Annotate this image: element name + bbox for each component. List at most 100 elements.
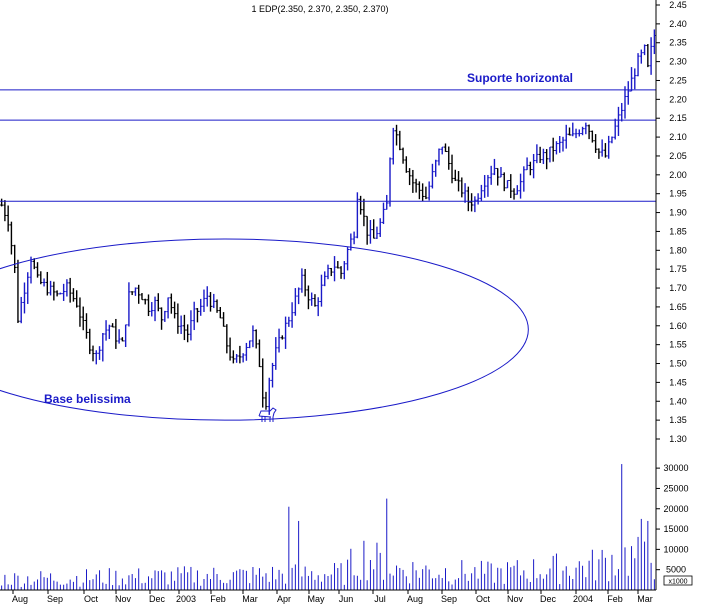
price-tick-label: 1.75 (669, 264, 687, 274)
month-tick-label: Dec (149, 594, 166, 604)
price-tick-label: 1.80 (669, 245, 687, 255)
price-bar (391, 127, 395, 165)
price-tick-label: 1.95 (669, 189, 687, 199)
price-tick-label: 1.30 (669, 434, 687, 444)
price-tick-label: 1.35 (669, 415, 687, 425)
price-tick-label: 1.40 (669, 396, 687, 406)
price-bar (300, 268, 304, 293)
price-bar (630, 67, 634, 92)
price-bar (65, 279, 69, 297)
price-bar (636, 53, 640, 77)
price-bar (267, 377, 271, 415)
price-bar (55, 290, 59, 297)
price-bar (58, 292, 62, 295)
price-bar (156, 293, 160, 312)
price-tick-label: 2.05 (669, 151, 687, 161)
price-bar (3, 200, 7, 222)
price-bar (254, 329, 258, 349)
price-bar (78, 297, 82, 327)
price-bar (434, 159, 438, 177)
price-tick-label: 2.15 (669, 113, 687, 123)
price-bar (146, 294, 150, 317)
price-bar (195, 308, 199, 323)
price-bar (62, 283, 66, 301)
price-bar (182, 314, 186, 341)
volume-unit-label: x1000 (668, 579, 687, 586)
price-bar (626, 81, 630, 105)
price-bar (421, 183, 425, 202)
price-bar (114, 318, 118, 349)
price-bar (551, 137, 555, 162)
month-tick-label: Apr (277, 594, 291, 604)
price-bar (623, 86, 627, 119)
price-tick-label: 2.00 (669, 170, 687, 180)
price-bar (32, 258, 36, 270)
price-bar (160, 307, 164, 330)
price-bar (290, 302, 294, 328)
price-bar (440, 146, 444, 155)
price-bar (257, 339, 261, 368)
price-bar (339, 266, 343, 279)
month-tick-label: May (307, 594, 325, 604)
price-bar (52, 281, 56, 301)
annotations: Suporte horizontal Base belissima (0, 71, 656, 422)
price-bar (319, 274, 323, 307)
price-bar (473, 196, 477, 213)
month-tick-label: Jun (339, 594, 354, 604)
price-bar (414, 178, 418, 193)
price-bar (453, 169, 457, 182)
price-bar (0, 198, 4, 207)
price-bar (235, 353, 239, 363)
price-bar (297, 287, 301, 305)
price-bar (600, 139, 604, 157)
price-bar (323, 271, 327, 287)
price-bar (388, 157, 392, 207)
price-bar (280, 335, 284, 340)
price-bar (287, 316, 291, 327)
price-bar (424, 186, 428, 200)
price-bar (620, 102, 624, 122)
bull-icon (258, 407, 277, 422)
price-bar (124, 324, 128, 347)
price-bar (6, 205, 10, 232)
price-bar (153, 296, 157, 322)
month-tick-label: 2003 (176, 594, 196, 604)
price-bar (554, 141, 558, 155)
price-bar (375, 226, 379, 239)
price-tick-label: 2.45 (669, 0, 687, 10)
price-bar (222, 312, 226, 327)
price-bar (522, 166, 526, 192)
price-bar (486, 174, 490, 197)
price-bar (535, 144, 539, 164)
price-bar (437, 148, 441, 166)
volume-bars (1, 464, 655, 590)
price-tick-label: 1.85 (669, 226, 687, 236)
price-bar (166, 297, 170, 319)
price-bar (427, 181, 431, 201)
price-bar (460, 177, 464, 198)
price-bar (349, 233, 353, 251)
price-bar (107, 324, 111, 340)
price-bar (381, 202, 385, 225)
price-bar (532, 153, 536, 179)
price-bar (173, 301, 177, 319)
price-bar (303, 268, 307, 297)
price-bar (81, 306, 85, 331)
price-bar (479, 184, 483, 202)
price-bar (313, 294, 317, 307)
price-bar (365, 215, 369, 245)
price-bar (616, 106, 620, 136)
price-tick-label: 2.40 (669, 19, 687, 29)
price-bar (13, 244, 17, 274)
price-bar (202, 289, 206, 312)
price-bar (49, 280, 53, 296)
price-bar (561, 136, 565, 152)
price-tick-label: 1.65 (669, 302, 687, 312)
price-bar (613, 118, 617, 140)
price-bar (584, 122, 588, 135)
base-ellipse (0, 238, 529, 421)
price-bar (218, 307, 222, 319)
price-bar (104, 320, 108, 341)
month-tick-label: 2004 (573, 594, 593, 604)
